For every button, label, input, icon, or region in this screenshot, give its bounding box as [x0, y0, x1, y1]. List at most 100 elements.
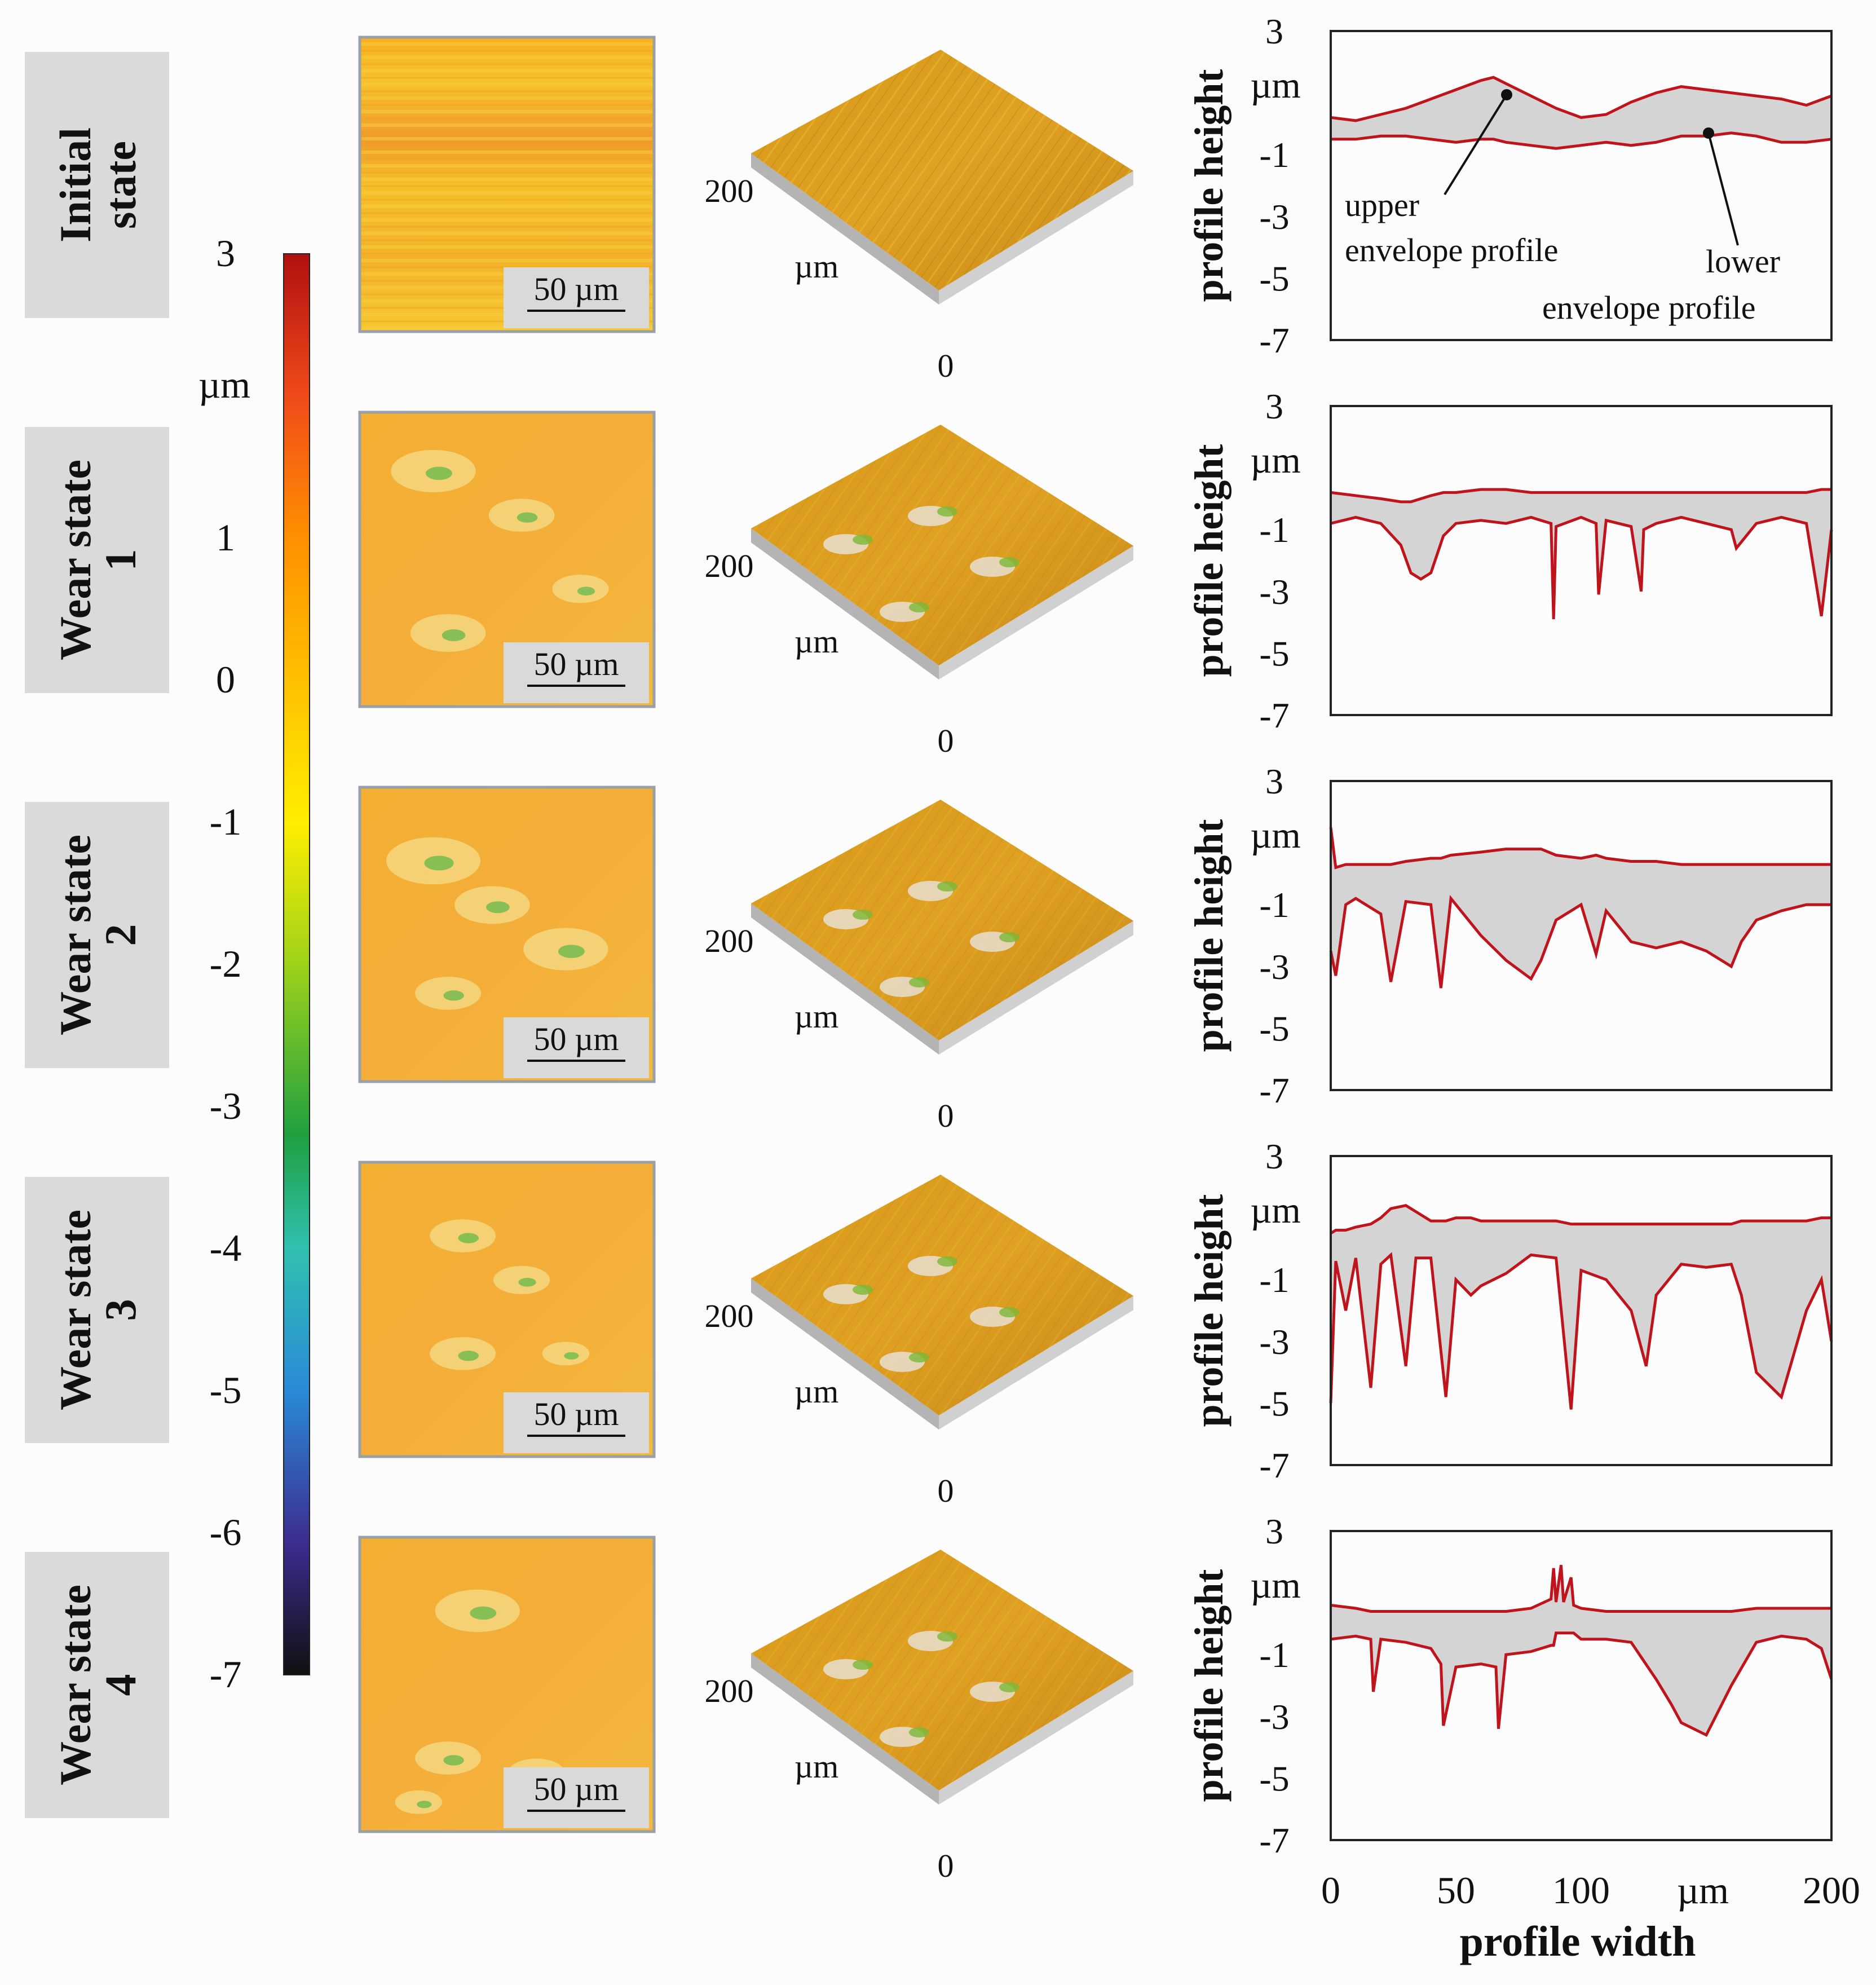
y-tick-label: -7: [1259, 1445, 1289, 1485]
y-tick-label: -3: [1259, 947, 1289, 987]
annotation-upper-leader: [1444, 94, 1508, 196]
row-label-line1: Wear state: [51, 1585, 100, 1785]
surface-axis-unit: µm: [794, 998, 839, 1035]
row-label-line2: 3: [96, 1299, 145, 1321]
x-axis-title: profile width: [1460, 1918, 1696, 1965]
surface-axis-unit: µm: [794, 1748, 839, 1785]
colorbar-tick-label: 1: [216, 516, 235, 559]
colorbar-tick-label: -3: [210, 1084, 242, 1127]
row-label-box: [25, 1552, 169, 1818]
surface-axis-0: 0: [938, 722, 954, 759]
y-axis-unit: µm: [1250, 440, 1300, 481]
y-axis-unit: µm: [1250, 1190, 1300, 1231]
lower-envelope-line: [1330, 515, 1833, 620]
scale-bar-label: 50 µm: [533, 1021, 619, 1057]
surface-axis-unit: µm: [794, 1373, 839, 1410]
row-label-box: [25, 52, 169, 318]
surface-axis-200: 200: [705, 173, 754, 209]
scale-bar-label: 50 µm: [533, 646, 619, 682]
upper-envelope-line: [1330, 488, 1831, 504]
y-axis-title: profile height: [1186, 1194, 1231, 1427]
profile-chart-3: 3 -1 -3 -5 -7 µm profile height: [1186, 1136, 1833, 1485]
x-tick-label: 200: [1803, 1869, 1860, 1912]
x-axis: 0 50 100 200: [1321, 1869, 1860, 1912]
upper-envelope-line: [1330, 76, 1832, 122]
y-tick-label: -5: [1259, 258, 1289, 298]
scale-bar: 50 µm: [504, 1767, 649, 1828]
y-tick-label: -3: [1259, 572, 1289, 612]
y-axis-title: profile height: [1186, 444, 1231, 677]
scale-bar-label: 50 µm: [533, 1771, 619, 1807]
scale-bar-label: 50 µm: [533, 271, 619, 307]
y-tick-label: -1: [1259, 135, 1289, 175]
surface-axis-0: 0: [938, 1847, 954, 1884]
surface-axis-200: 200: [705, 1673, 754, 1709]
lower-envelope-line: [1329, 1252, 1833, 1410]
y-tick-label: -7: [1259, 1070, 1289, 1110]
y-axis-unit: µm: [1250, 65, 1300, 106]
annotation-lower-line2: envelope profile: [1542, 289, 1755, 326]
row-label-line1: Wear state: [51, 835, 100, 1035]
scale-bar: 50 µm: [504, 1392, 649, 1453]
colorbar-tick-label: -7: [210, 1653, 242, 1696]
surface-axis-0: 0: [938, 1472, 954, 1509]
y-tick-label: 3: [1265, 11, 1283, 51]
y-tick-label: -7: [1259, 695, 1289, 735]
upper-envelope-line: [1330, 1564, 1831, 1613]
y-tick-label: -1: [1259, 1635, 1289, 1675]
y-tick-label: -5: [1259, 1008, 1289, 1048]
profile-chart-4: 3 -1 -3 -5 -7 µm profile height: [1186, 1511, 1833, 1860]
y-tick-label: 3: [1265, 1136, 1283, 1176]
surface-3d: [751, 800, 1133, 1055]
x-tick-label: 0: [1321, 1869, 1340, 1912]
annotation-upper-dot: [1501, 89, 1512, 100]
y-tick-label: 3: [1265, 1511, 1283, 1551]
colorbar-tick-label: 3: [216, 232, 235, 275]
profile-chart-1: 3 -1 -3 -5 -7 µm profile height: [1186, 386, 1833, 735]
y-axis-unit: µm: [1250, 815, 1300, 856]
annotation-lower-line1: lower: [1706, 243, 1780, 280]
colorbar-tick-label: -4: [210, 1227, 242, 1269]
annotation-lower-dot: [1703, 127, 1714, 139]
lower-envelope-line: [1331, 131, 1832, 150]
row-label-line2: state: [96, 141, 145, 229]
colorbar-gradient: [283, 253, 310, 1675]
colorbar-tick-label: -5: [210, 1369, 242, 1411]
row-label-line1: Wear state: [51, 460, 100, 660]
envelope-fill: [1331, 827, 1831, 989]
y-axis-title: profile height: [1186, 1569, 1231, 1802]
row-label-line2: 2: [96, 924, 145, 946]
row-label-box: [25, 1177, 169, 1443]
y-axis-title: profile height: [1186, 819, 1231, 1052]
colorbar-tick-label: -2: [210, 942, 242, 985]
chart-frame: [1330, 405, 1833, 716]
x-tick-label: 50: [1437, 1869, 1475, 1912]
y-axis-title: profile height: [1186, 69, 1231, 302]
row-label-line2: 4: [96, 1674, 145, 1696]
row-label-line1: Wear state: [51, 1210, 100, 1410]
colorbar: µm 3 1 0 -1 -2 -3 -4 -5 -6 -7: [198, 232, 310, 1696]
chart-frame: [1330, 1155, 1833, 1466]
colorbar-tick-label: -1: [210, 800, 242, 843]
y-tick-label: 3: [1265, 386, 1283, 426]
scale-bar: 50 µm: [504, 642, 649, 703]
scale-bar-label: 50 µm: [533, 1396, 619, 1432]
y-tick-label: -7: [1259, 1820, 1289, 1860]
y-tick-label: -1: [1259, 510, 1289, 550]
surface-axis-unit: µm: [794, 623, 839, 660]
chart-frame: [1330, 780, 1833, 1091]
y-tick-label: -3: [1259, 1322, 1289, 1362]
upper-envelope-line: [1330, 1204, 1831, 1235]
y-tick-label: -5: [1259, 1383, 1289, 1423]
y-tick-label: -3: [1259, 1697, 1289, 1737]
y-tick-label: -5: [1259, 1758, 1289, 1798]
